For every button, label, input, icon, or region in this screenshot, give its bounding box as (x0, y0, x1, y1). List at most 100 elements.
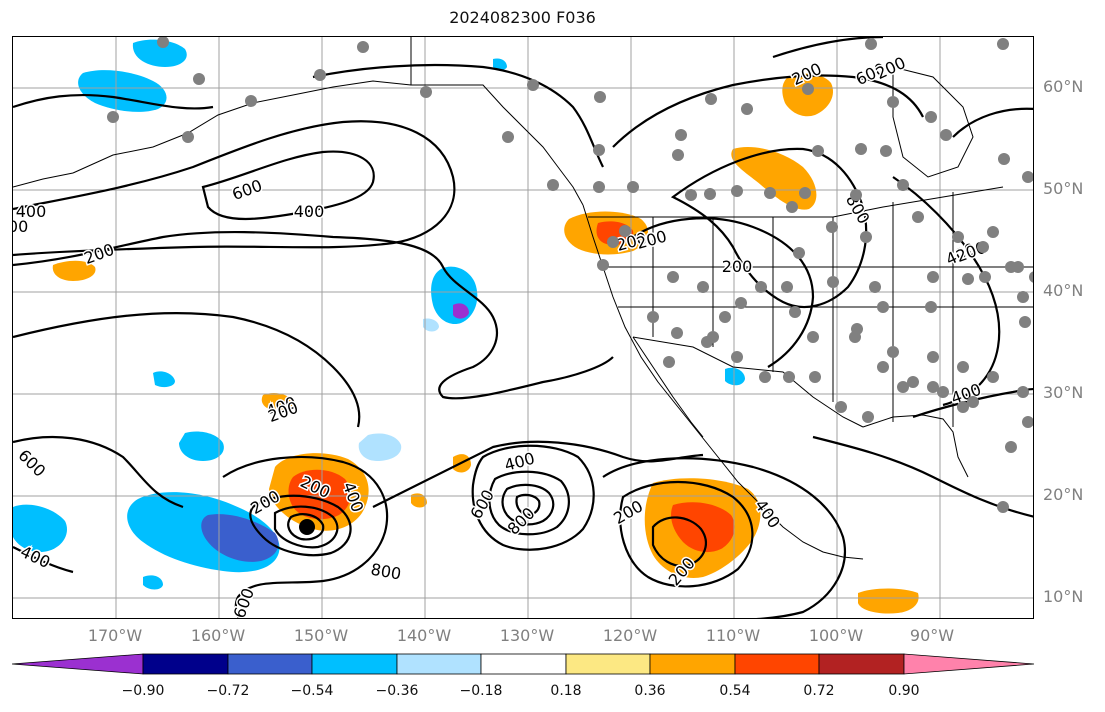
lat-label-20n: 20°N (1043, 485, 1084, 504)
map-canvas: 6004002002004006008002002004004006008004… (13, 37, 1033, 619)
negative-area-4 (179, 431, 224, 461)
lat-lon-grid (13, 37, 1033, 618)
lat-label-30n: 30°N (1043, 383, 1084, 402)
station-marker (1029, 271, 1033, 283)
contour-400-south (13, 546, 74, 574)
station-marker (835, 401, 847, 413)
station-marker (314, 69, 326, 81)
station-marker (862, 411, 874, 423)
map-title: 2024082300 F036 (449, 8, 596, 27)
station-marker (697, 281, 709, 293)
station-marker (826, 221, 838, 233)
colorbar-segment (142, 653, 229, 675)
contour-200-east-right (952, 107, 1033, 138)
station-marker (527, 79, 539, 91)
colorbar-segment (311, 653, 398, 675)
lon-label-120w: 120°W (602, 626, 658, 645)
station-marker (704, 188, 716, 200)
station-marker (869, 281, 881, 293)
contour-800-central-low (501, 483, 555, 526)
contour-1000-central-low (515, 493, 541, 517)
station-marker (927, 271, 939, 283)
contour-200-rockies (772, 37, 884, 59)
lon-label-110w: 110°W (705, 626, 761, 645)
station-marker (685, 189, 697, 201)
station-marker (877, 361, 889, 373)
station-marker (502, 131, 514, 143)
contour-200-east (892, 176, 1001, 407)
contour-label: 200 (873, 53, 909, 83)
station-marker (940, 129, 952, 141)
colorbar-segment (903, 653, 1035, 675)
station-marker (925, 111, 937, 123)
negative-area-9 (143, 575, 163, 590)
colorbar-tick-label: 0.90 (888, 683, 920, 699)
contour-label: 200 (610, 496, 646, 528)
station-marker (619, 225, 631, 237)
station-marker (925, 301, 937, 313)
negative-area-7 (153, 371, 175, 388)
station-marker (357, 41, 369, 53)
positive-area-central-america (858, 588, 919, 614)
contour-label: 600 (230, 586, 258, 619)
contour-label: 400 (294, 202, 325, 221)
contour-400-alaska (13, 120, 456, 257)
contour-label: 200 (82, 240, 117, 268)
station-marker (997, 38, 1009, 50)
station-marker (547, 179, 559, 191)
colorbar-tick-label: −0.54 (290, 683, 334, 699)
station-markers (107, 37, 1033, 513)
station-marker (1012, 261, 1024, 273)
station-marker (759, 371, 771, 383)
colorbar-segment (818, 653, 905, 675)
contour-200-alaska (312, 63, 604, 168)
station-marker (741, 103, 753, 115)
station-marker (1022, 171, 1033, 183)
contour-200-pacific-mid (13, 311, 361, 428)
colorbar-segment (480, 653, 567, 675)
station-marker (731, 351, 743, 363)
colorbar-tick-label: −0.90 (121, 683, 165, 699)
colorbar-segment (227, 653, 313, 675)
negative-area-alaska-north (132, 39, 187, 67)
station-marker (851, 323, 863, 335)
contour-label: 600 (230, 176, 265, 204)
station-marker (850, 189, 862, 201)
station-marker (701, 336, 713, 348)
station-marker (907, 376, 919, 388)
contour-600-alaska (201, 150, 375, 221)
positive-area-west-pacific (52, 260, 96, 281)
station-marker (887, 96, 899, 108)
negative-area-hawaii-west (13, 504, 68, 553)
station-marker (987, 371, 999, 383)
station-marker (671, 327, 683, 339)
station-marker (667, 271, 679, 283)
shaded-fields (13, 39, 919, 614)
contour-200-south (13, 435, 184, 509)
colorbar-tick-label: 0.36 (634, 683, 666, 699)
lon-label-160w: 160°W (190, 626, 246, 645)
contour-600-mexico-low (651, 516, 707, 567)
station-marker (764, 187, 776, 199)
negative-area-alaska-west (78, 70, 167, 112)
map-frame: 6004002002004006008002002004004006008004… (12, 36, 1034, 619)
station-marker (1005, 441, 1017, 453)
station-marker (877, 301, 889, 313)
contour-200-north-america (612, 74, 924, 148)
station-marker (827, 276, 839, 288)
negative-core-hawaii (201, 514, 279, 562)
colorbar-tick-label: −0.72 (206, 683, 250, 699)
station-marker (887, 346, 899, 358)
contour-400-central-pacific-low (471, 444, 595, 551)
contour-400-mexico-low (619, 480, 754, 588)
contour-200-mexico-outer (602, 457, 846, 618)
colorbar-segment (565, 653, 651, 675)
station-marker (420, 86, 432, 98)
negative-core-pacific (453, 303, 469, 319)
station-marker (927, 351, 939, 363)
station-marker (880, 145, 892, 157)
station-marker (967, 396, 979, 408)
colorbar-tick-label: −0.18 (459, 683, 503, 699)
contour-200-hawaii-outer (222, 455, 389, 618)
lat-label-10n: 10°N (1043, 587, 1084, 606)
